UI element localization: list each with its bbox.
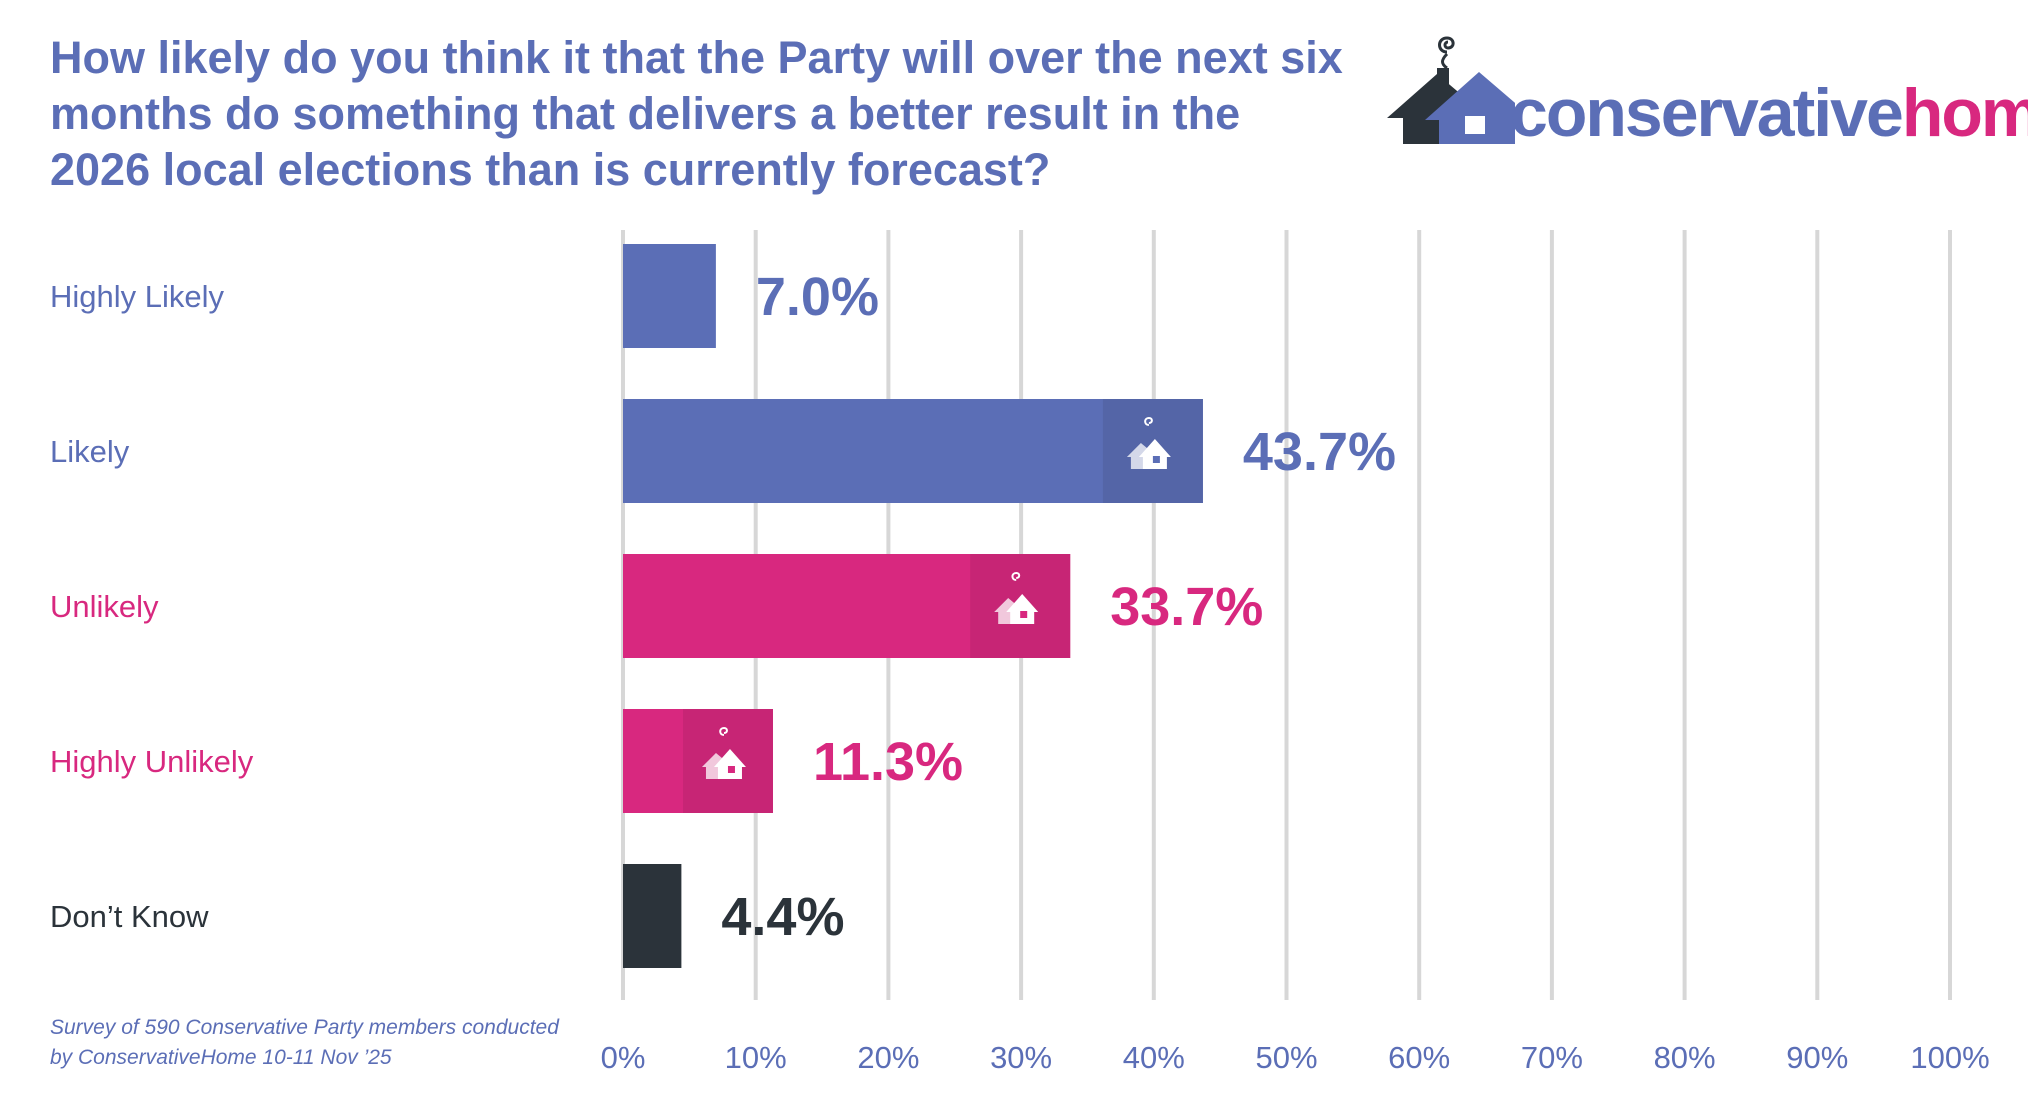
conservativehome-logo: conservativehome xyxy=(1385,10,2028,160)
chart-title: How likely do you think it that the Part… xyxy=(50,32,1343,195)
x-tick-label: 40% xyxy=(1123,1040,1185,1075)
x-axis-ticks: 0% 10% 20% 30% 40% 50% 60% 70% 80% 90% 100% xyxy=(601,1040,1990,1075)
category-label: Unlikely xyxy=(50,589,159,624)
x-tick-label: 70% xyxy=(1521,1040,1583,1075)
category-label: Don’t Know xyxy=(50,899,209,934)
x-tick-label: 10% xyxy=(725,1040,787,1075)
x-tick-label: 80% xyxy=(1654,1040,1716,1075)
bar xyxy=(623,244,716,348)
x-tick-label: 30% xyxy=(990,1040,1052,1075)
bars: Highly Likely 7.0% Likely 43.7% Unlikely 33.7… xyxy=(50,244,1396,968)
bar xyxy=(623,864,682,968)
house-icon xyxy=(1126,416,1171,469)
category-label: Likely xyxy=(50,434,130,469)
house-icon xyxy=(994,571,1039,624)
logo-wordmark: conservativehome xyxy=(1510,78,2028,148)
x-tick-label: 60% xyxy=(1388,1040,1450,1075)
house-icon xyxy=(701,726,746,779)
data-label: 4.4% xyxy=(721,887,844,947)
x-tick-label: 100% xyxy=(1910,1040,1989,1075)
data-label: 33.7% xyxy=(1110,577,1263,637)
house-with-smoke-icon xyxy=(1387,36,1515,144)
logo-text-home: home xyxy=(1901,75,2028,151)
x-tick-label: 20% xyxy=(857,1040,919,1075)
category-label: Highly Unlikely xyxy=(50,744,254,779)
source-note: Survey of 590 Conservative Party members… xyxy=(50,1016,559,1069)
x-tick-label: 90% xyxy=(1786,1040,1848,1075)
logo-text-conservative: conservative xyxy=(1510,75,1904,151)
data-label: 11.3% xyxy=(813,732,963,792)
data-label: 43.7% xyxy=(1243,422,1396,482)
x-tick-label: 0% xyxy=(601,1040,646,1075)
category-label: Highly Likely xyxy=(50,279,225,314)
x-tick-label: 50% xyxy=(1255,1040,1317,1075)
data-label: 7.0% xyxy=(756,267,879,327)
